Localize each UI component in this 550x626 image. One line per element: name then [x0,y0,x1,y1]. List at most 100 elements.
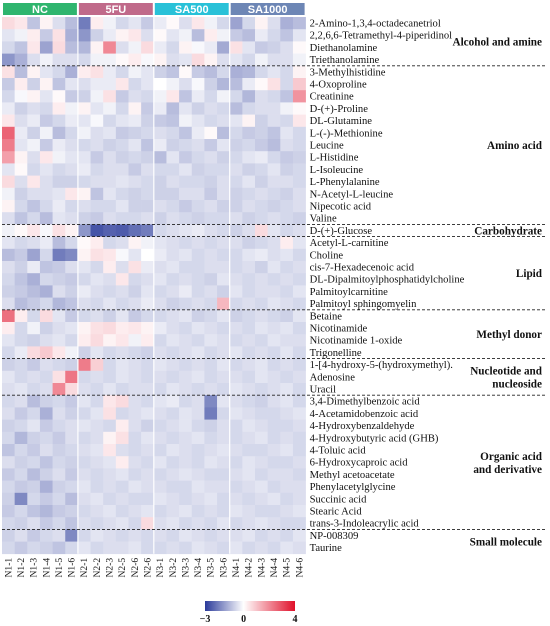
heatmap-cell [292,505,306,518]
heatmap-cell [52,17,66,30]
heatmap-cell [141,419,155,433]
sample-label: N4-5 [282,558,293,578]
heatmap-cell [267,212,281,225]
heatmap-cell [217,395,230,408]
heatmap-cell [267,468,281,481]
heatmap-cell [280,541,294,555]
heatmap-cell [166,431,180,445]
sample-label: N2-3 [105,558,116,578]
heatmap-cell [115,444,129,457]
heatmap-cell [65,309,79,323]
heatmap-cell [280,456,294,469]
heatmap-cell [255,431,268,445]
heatmap-cell [292,29,306,42]
heatmap-cell [2,334,15,347]
metabolite-label: 1-[4-hydroxy-5-(hydroxymethyl). [310,360,453,371]
metabolite-label: Diethanolamine [310,43,378,54]
heatmap-cell [179,224,193,237]
heatmap-cell [115,370,129,384]
heatmap-cell [141,529,155,542]
heatmap-cell [166,41,180,54]
heatmap-cell [166,78,180,91]
heatmap-cell [141,114,155,128]
heatmap-cell [267,248,281,262]
heatmap-cell [255,114,268,128]
heatmap-cell [267,505,281,518]
heatmap-cell [191,65,205,79]
heatmap-cell [179,29,193,42]
heatmap-cell [65,236,79,250]
heatmap-cell [153,492,167,506]
heatmap-cell [280,334,294,347]
heatmap-cell [115,261,129,274]
heatmap-cell [280,407,294,420]
metabolite-label: N-Acetyl-L-leucine [310,189,394,200]
heatmap-cell [14,505,28,518]
heatmap-cell [217,407,230,420]
heatmap-cell [267,334,281,347]
heatmap-cell [204,468,218,481]
heatmap-cell [77,444,91,457]
heatmap-cell [65,334,79,347]
heatmap-cell [242,480,256,494]
heatmap-cell [280,358,294,372]
heatmap-cell [103,102,117,115]
heatmap-cell [229,309,243,323]
heatmap-cell [255,480,268,494]
heatmap-cell [2,431,15,445]
heatmap-cell [128,273,142,286]
heatmap-cell [77,456,91,469]
heatmap-cell [52,65,66,79]
heatmap-cell [90,236,104,250]
heatmap-cell [77,541,91,555]
heatmap-cell [191,187,205,201]
heatmap-cell [217,163,230,176]
heatmap-cell [292,114,306,128]
heatmap-cell [179,456,193,469]
heatmap-cell [90,102,104,115]
heatmap-cell [77,334,91,347]
heatmap-cell [217,261,230,274]
metabolite-label: Taurine [310,543,342,554]
heatmap-cell [229,505,243,518]
heatmap-cell [204,285,218,298]
heatmap-cell [14,175,28,189]
heatmap-cell [141,468,155,481]
heatmap-cell [2,395,15,408]
heatmap-cell [292,90,306,103]
heatmap-cell [292,431,306,445]
heatmap-cell [204,529,218,542]
heatmap-cell [141,383,155,396]
heatmap-cell [267,541,281,555]
heatmap-cell [141,431,155,445]
heatmap-cell [179,468,193,481]
heatmap-cell [90,492,104,506]
heatmap-cell [2,224,15,237]
heatmap-cell [14,126,28,140]
heatmap-cell [280,151,294,164]
heatmap-cell [115,187,129,201]
heatmap-cell [267,480,281,494]
heatmap-cell [77,139,91,152]
heatmap-cell [115,468,129,481]
heatmap-cell [292,261,306,274]
heatmap-cell [153,285,167,298]
heatmap-cell [27,541,41,555]
heatmap-cell [280,236,294,250]
heatmap-cell [65,175,79,189]
heatmap-cell [179,346,193,359]
sample-label: N4-6 [294,558,305,578]
heatmap-cell [280,480,294,494]
heatmap-cell [153,297,167,311]
heatmap-cell [217,285,230,298]
heatmap-cell [229,431,243,445]
heatmap-cell [65,65,79,79]
heatmap-cell [90,395,104,408]
heatmap-cell [77,346,91,359]
heatmap-cell [115,383,129,396]
heatmap-cell [191,175,205,189]
heatmap-cell [77,29,91,42]
heatmap-cell [153,187,167,201]
heatmap-cell [27,17,41,30]
heatmap-cell [77,285,91,298]
